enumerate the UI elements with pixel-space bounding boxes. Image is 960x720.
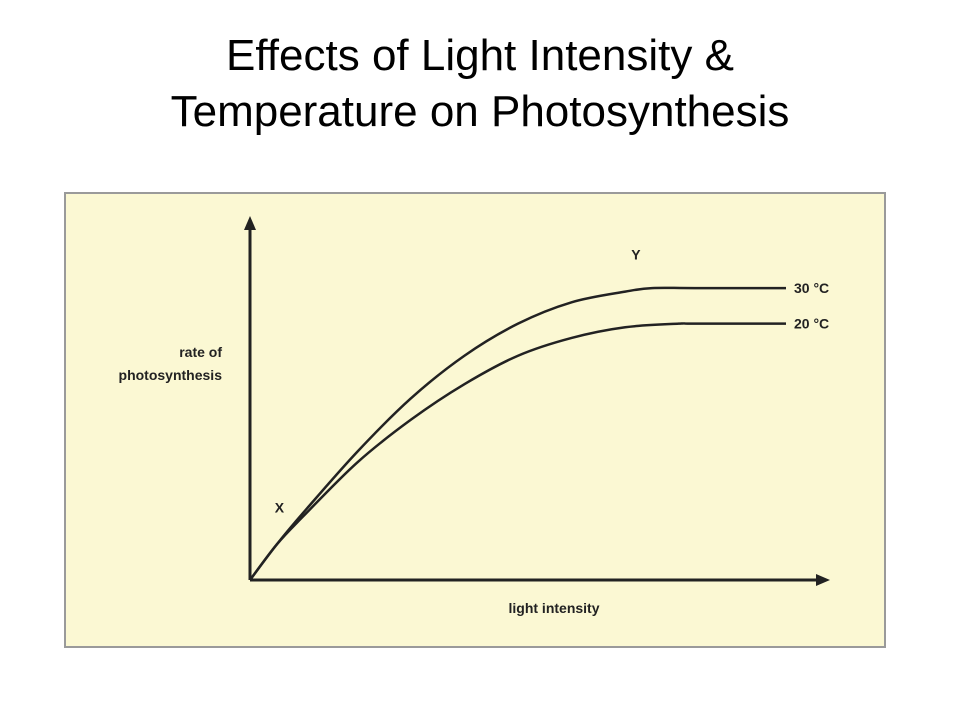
- slide-title: Effects of Light Intensity & Temperature…: [0, 28, 960, 140]
- y-axis-label-line-1: rate of: [179, 344, 222, 360]
- x-axis: [250, 574, 830, 586]
- chart-panel: rate of photosynthesis light intensity 3…: [64, 192, 886, 648]
- series-line-1: [249, 322, 786, 581]
- annotation-x: X: [275, 499, 285, 515]
- y-axis-arrowhead: [244, 216, 256, 230]
- x-axis-arrowhead: [816, 574, 830, 586]
- slide-title-line-2: Temperature on Photosynthesis: [170, 87, 790, 136]
- series-line-0: [249, 286, 786, 581]
- series-label-1: 20 °C: [794, 316, 829, 332]
- series-label-0: 30 °C: [794, 280, 829, 296]
- annotation-y: Y: [631, 247, 641, 263]
- annotation-group: XY: [275, 247, 641, 516]
- series-group: 30 °C 20 °C: [249, 280, 829, 581]
- photosynthesis-chart: rate of photosynthesis light intensity 3…: [119, 216, 830, 616]
- x-axis-label: light intensity: [509, 600, 600, 616]
- slide-title-line-1: Effects of Light Intensity &: [226, 31, 734, 80]
- y-axis: [244, 216, 256, 580]
- y-axis-label-line-2: photosynthesis: [119, 367, 223, 383]
